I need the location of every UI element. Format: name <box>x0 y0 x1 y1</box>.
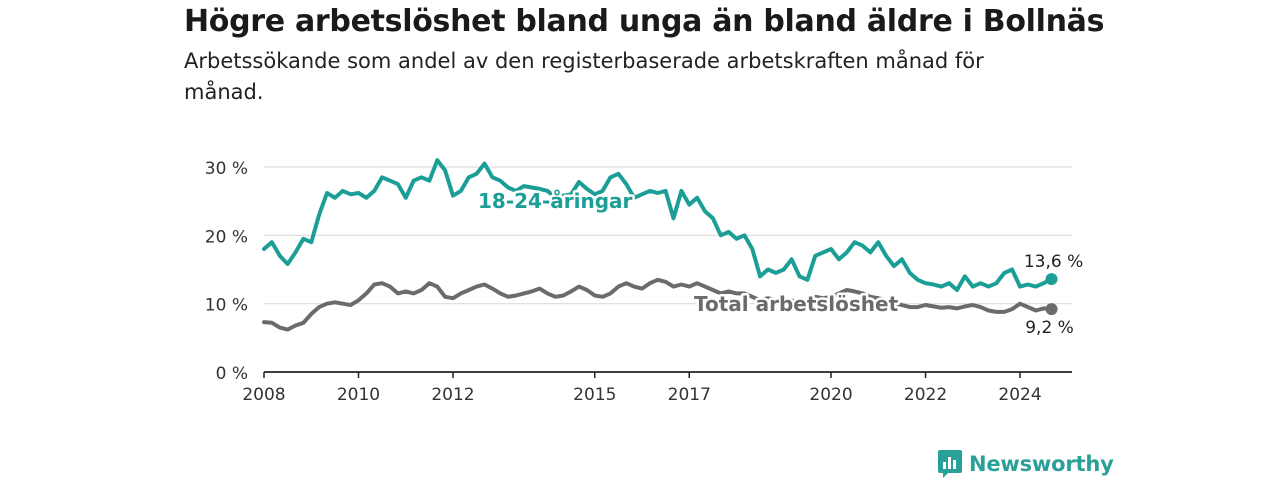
end-point <box>1045 303 1058 316</box>
newsworthy-logo: Newsworthy <box>937 449 1114 479</box>
logo-text: Newsworthy <box>969 452 1114 476</box>
end-point <box>1045 273 1058 286</box>
x-axis: 2008 2010 2012 2015 2017 2020 2022 2024 <box>242 371 1072 405</box>
x-tick-label: 2022 <box>904 385 947 405</box>
chart-subtitle: Arbetssökande som andel av den registerb… <box>184 49 984 104</box>
y-axis: 0 % 10 % 20 % 30 % <box>205 159 248 384</box>
grid <box>264 166 1072 305</box>
series-name-total: Total arbetslöshet <box>694 292 899 316</box>
x-tick-label: 2010 <box>337 385 380 405</box>
series-line-total <box>262 277 1054 332</box>
y-tick-label: 10 % <box>205 296 248 316</box>
chart-title: Högre arbetslöshet bland unga än bland ä… <box>184 4 1105 39</box>
series-lines <box>262 158 1058 332</box>
end-value-18-24: 13,6 % <box>1024 252 1083 272</box>
x-tick-label: 2024 <box>998 385 1041 405</box>
series-labels: 18-24-åringar Total arbetslöshet 13,6 % 9,2… <box>476 187 1084 339</box>
x-tick-label: 2017 <box>668 385 711 405</box>
x-tick-label: 2015 <box>573 385 616 405</box>
series-line-18-24 <box>262 158 1054 292</box>
end-value-total: 9,2 % <box>1025 318 1074 338</box>
y-tick-label: 30 % <box>205 159 248 179</box>
x-tick-label: 2008 <box>242 385 285 405</box>
newsworthy-logo-icon <box>938 450 962 478</box>
series-name-18-24: 18-24-åringar <box>478 189 633 213</box>
y-tick-label: 20 % <box>205 227 248 247</box>
x-tick-label: 2012 <box>431 385 474 405</box>
x-tick-label: 2020 <box>809 385 852 405</box>
y-tick-label: 0 % <box>216 364 248 384</box>
